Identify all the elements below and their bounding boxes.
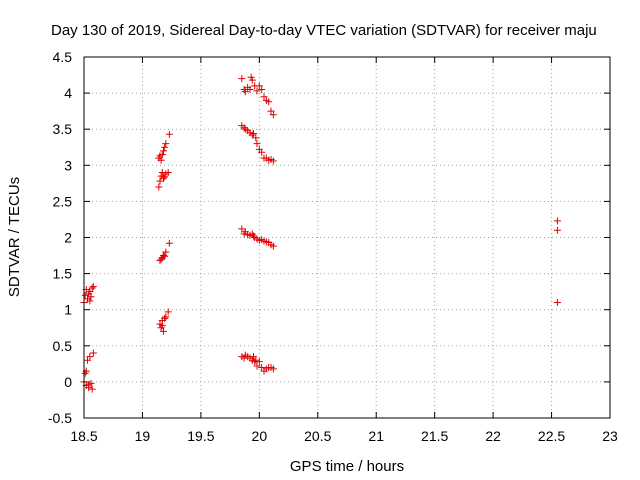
data-point	[252, 356, 260, 364]
data-point	[162, 140, 170, 148]
data-point	[165, 130, 173, 138]
chart-title: Day 130 of 2019, Sidereal Day-to-day VTE…	[51, 22, 597, 39]
data-point	[260, 93, 268, 101]
y-tick-label: -0.5	[48, 410, 72, 426]
data-point	[161, 252, 169, 260]
grid	[84, 57, 610, 418]
y-tick-label: 0.5	[53, 338, 73, 354]
data-point	[155, 183, 163, 191]
data-point	[248, 131, 256, 139]
data-point	[159, 252, 167, 260]
data-point	[553, 226, 561, 234]
data-point	[81, 291, 89, 299]
x-tick-label: 23	[602, 428, 618, 444]
x-tick-label: 21	[368, 428, 384, 444]
data-point	[165, 239, 173, 247]
data-point	[258, 85, 266, 93]
data-point	[159, 174, 167, 182]
x-axis-label: GPS time / hours	[290, 458, 404, 475]
data-point	[269, 111, 277, 119]
data-point	[238, 225, 246, 233]
data-point	[158, 322, 166, 330]
data-point	[258, 363, 266, 371]
x-tick-label: 22.5	[538, 428, 565, 444]
y-tick-label: 4	[64, 85, 72, 101]
data-point	[553, 217, 561, 225]
data-point	[84, 356, 92, 364]
data-point	[88, 385, 96, 393]
data-point	[164, 169, 172, 177]
data-point	[86, 288, 94, 296]
data-point	[240, 124, 248, 132]
data-point	[253, 87, 261, 95]
x-tick-label: 21.5	[421, 428, 448, 444]
data-point	[249, 130, 257, 138]
y-axis-label: SDTVAR / TECUs	[6, 177, 23, 297]
data-point	[269, 157, 277, 165]
y-tick-label: 2	[64, 230, 72, 246]
axis-ticks	[83, 56, 611, 419]
data-point	[162, 248, 170, 256]
data-point	[157, 255, 165, 263]
x-tick-labels: 18.5 19 19.5 20 20.5 21 21.5 22 22.5 23	[70, 428, 618, 444]
y-tick-label: 1.5	[53, 266, 73, 282]
data-point	[255, 358, 263, 366]
data-point	[86, 353, 94, 361]
data-point	[86, 297, 94, 305]
y-tick-label: 2.5	[53, 193, 73, 209]
data-point	[253, 362, 261, 370]
data-point	[265, 98, 273, 106]
data-point	[88, 284, 96, 292]
data-point	[161, 173, 169, 181]
y-tick-label: 3	[64, 157, 72, 173]
data-point	[247, 73, 255, 81]
x-tick-label: 20.5	[304, 428, 331, 444]
data-point	[269, 242, 277, 250]
data-points	[80, 73, 561, 393]
data-point	[89, 349, 97, 357]
data-point	[248, 76, 256, 84]
x-tick-label: 19	[135, 428, 151, 444]
x-tick-label: 18.5	[70, 428, 97, 444]
data-point	[553, 298, 561, 306]
data-point	[159, 147, 167, 155]
data-point	[269, 365, 277, 373]
data-point	[161, 314, 169, 322]
data-point	[255, 82, 263, 90]
data-point	[85, 381, 93, 389]
data-point	[161, 143, 169, 151]
data-point	[252, 134, 260, 142]
data-point	[159, 327, 167, 335]
data-point	[267, 107, 275, 115]
y-tick-label: 4.5	[53, 49, 73, 65]
y-tick-label: 3.5	[53, 121, 73, 137]
data-point	[258, 148, 266, 156]
y-tick-labels: -0.5 0 0.5 1 1.5 2 2.5 3 3.5 4 4.5	[48, 49, 72, 426]
data-point	[87, 293, 95, 301]
data-point	[249, 353, 257, 361]
data-point	[89, 283, 97, 291]
data-point	[246, 85, 254, 93]
data-point	[241, 88, 249, 96]
data-point	[164, 308, 172, 316]
x-tick-label: 22	[485, 428, 501, 444]
data-point	[238, 75, 246, 83]
data-point	[158, 150, 166, 158]
data-point	[240, 354, 248, 362]
data-point	[158, 169, 166, 177]
data-point	[157, 156, 165, 164]
data-point	[249, 232, 257, 240]
y-tick-label: 1	[64, 302, 72, 318]
plot-frame	[83, 56, 611, 419]
data-point	[156, 177, 164, 185]
data-point	[253, 140, 261, 148]
data-point	[162, 313, 170, 321]
x-tick-label: 20	[252, 428, 268, 444]
y-tick-label: 0	[64, 374, 72, 390]
x-tick-label: 19.5	[187, 428, 214, 444]
